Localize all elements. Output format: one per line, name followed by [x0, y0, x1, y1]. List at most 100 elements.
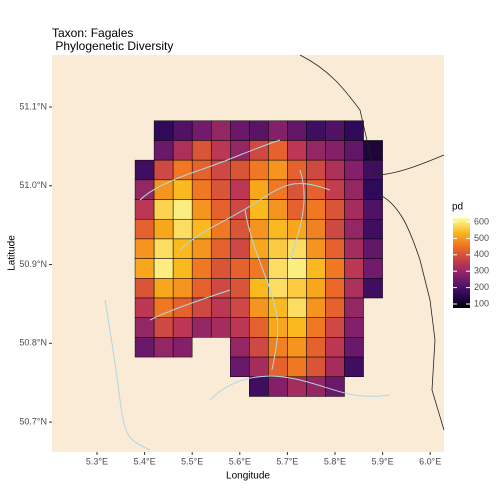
cell — [325, 238, 345, 259]
cell — [363, 199, 383, 220]
rivers — [104, 139, 391, 451]
cell — [287, 317, 307, 338]
cell — [210, 199, 231, 220]
cell — [210, 179, 231, 200]
cell — [210, 258, 231, 279]
cell — [172, 120, 193, 141]
cell — [344, 199, 364, 220]
legend-tick-label: 200 — [474, 282, 489, 292]
cell — [287, 297, 307, 318]
y-tick-label: 50.9°N — [19, 259, 47, 269]
cell — [344, 120, 364, 141]
cell — [325, 199, 345, 220]
cell — [287, 278, 307, 299]
cell — [172, 258, 193, 279]
cell — [306, 238, 326, 259]
cell — [344, 140, 364, 161]
cell — [153, 179, 174, 200]
cell — [325, 337, 345, 358]
cell — [210, 297, 231, 318]
chart-subtitle: Phylogenetic Diversity — [52, 39, 173, 53]
cell — [249, 356, 269, 378]
cell — [344, 317, 364, 338]
cell — [249, 238, 269, 259]
cell — [153, 120, 174, 141]
cell — [249, 317, 269, 338]
cell — [230, 337, 250, 358]
cell — [268, 238, 288, 259]
cell — [191, 238, 212, 259]
cell — [344, 297, 364, 318]
cell — [210, 159, 231, 181]
cell — [287, 159, 307, 181]
cell — [191, 278, 212, 299]
cell — [153, 337, 174, 358]
cell — [268, 258, 288, 279]
legend-tick-label: 100 — [474, 298, 489, 308]
cell — [363, 238, 383, 259]
cell — [268, 159, 288, 181]
cell — [249, 120, 269, 141]
cell — [230, 179, 250, 200]
cell — [268, 218, 288, 240]
cell — [268, 120, 288, 141]
cell — [306, 337, 326, 358]
cell — [287, 356, 307, 378]
cell — [306, 258, 326, 279]
cell — [153, 258, 174, 279]
cell — [325, 356, 345, 378]
cell — [344, 356, 364, 378]
cell — [172, 159, 193, 181]
cell — [287, 258, 307, 279]
cell — [344, 159, 364, 181]
cell — [134, 278, 155, 299]
cell — [153, 159, 174, 181]
cell — [344, 337, 364, 358]
cell — [249, 258, 269, 279]
cell — [344, 258, 364, 279]
cell — [153, 297, 174, 318]
cell — [230, 297, 250, 318]
y-tick-label: 50.7°N — [19, 416, 47, 426]
cell — [172, 317, 193, 338]
cell — [287, 218, 307, 240]
cell — [325, 218, 345, 240]
cell — [249, 278, 269, 299]
cell — [306, 159, 326, 181]
cell — [153, 199, 174, 220]
x-tick-label: 5.9°E — [372, 456, 394, 466]
legend-tick-label: 600 — [474, 216, 489, 226]
cell — [172, 278, 193, 299]
cell — [325, 297, 345, 318]
cell — [325, 317, 345, 338]
cell — [172, 140, 193, 161]
cell — [172, 179, 193, 200]
cell — [306, 140, 326, 161]
borders — [299, 54, 445, 431]
cell — [153, 278, 174, 299]
cell — [191, 297, 212, 318]
cell — [325, 140, 345, 161]
legend-tick-label: 300 — [474, 266, 489, 276]
x-tick-label: 5.4°E — [134, 456, 156, 466]
cell — [325, 159, 345, 181]
x-tick-label: 5.5°E — [181, 456, 203, 466]
y-tick-label: 51.0°N — [19, 180, 47, 190]
cell — [153, 238, 174, 259]
cell — [230, 278, 250, 299]
legend-tick-label: 400 — [474, 249, 489, 259]
cell — [249, 297, 269, 318]
cell — [268, 376, 288, 397]
cell — [306, 218, 326, 240]
cell — [325, 376, 345, 397]
cell — [344, 278, 364, 299]
cell — [210, 238, 231, 259]
cell — [172, 297, 193, 318]
cell — [134, 258, 155, 279]
cell — [191, 179, 212, 200]
cell — [344, 179, 364, 200]
cell — [363, 218, 383, 240]
cell — [306, 297, 326, 318]
cell — [363, 258, 383, 279]
x-tick-label: 5.6°E — [229, 456, 251, 466]
